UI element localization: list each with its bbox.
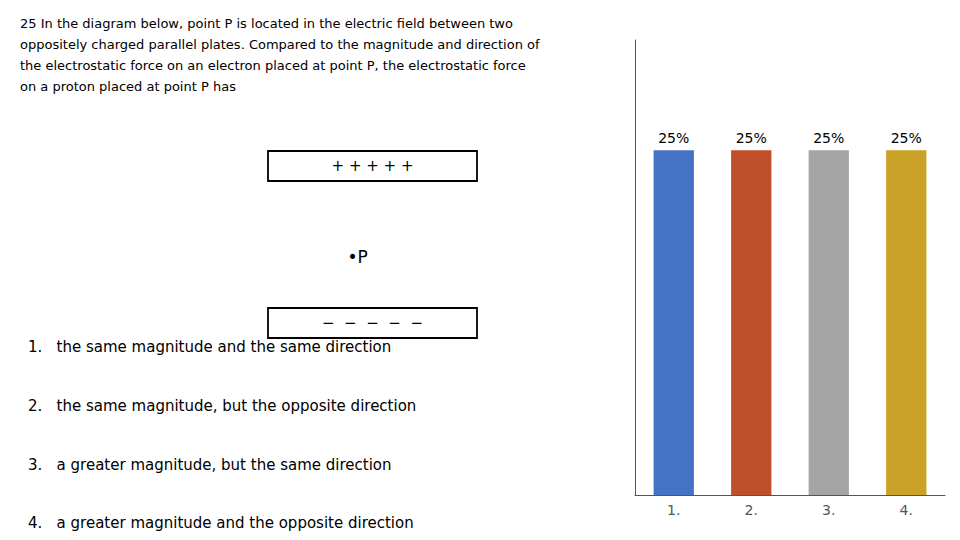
svg-text:25%: 25%: [891, 130, 922, 146]
svg-text:25%: 25%: [736, 130, 767, 146]
svg-text:4.: 4.: [900, 502, 913, 518]
svg-text:1. the same magnitude and th: 1. the same magnitude and the same direc…: [28, 338, 391, 356]
svg-text:− − − − −: − − − − −: [322, 314, 423, 332]
svg-text:25 In the diagram below, point: 25 In the diagram below, point P is loca…: [20, 16, 513, 31]
svg-text:25%: 25%: [813, 130, 844, 146]
svg-text:+ + + + +: + + + + +: [332, 157, 414, 175]
svg-text:3. a greater magnitude, but: 3. a greater magnitude, but the same dir…: [28, 456, 392, 474]
svg-text:2.: 2.: [745, 502, 758, 518]
svg-text:25%: 25%: [658, 130, 689, 146]
svg-text:1.: 1.: [667, 502, 680, 518]
svg-text:oppositely charged parallel pl: oppositely charged parallel plates. Comp…: [20, 37, 540, 52]
svg-text:•P: •P: [347, 247, 367, 267]
svg-text:on a proton placed at point P: on a proton placed at point P has: [20, 79, 236, 94]
svg-text:the electrostatic force on an: the electrostatic force on an electron p…: [20, 58, 526, 73]
svg-text:4. a greater magnitude and t: 4. a greater magnitude and the opposite …: [28, 514, 414, 532]
svg-text:2. the same magnitude, but t: 2. the same magnitude, but the opposite …: [28, 397, 416, 415]
svg-text:3.: 3.: [822, 502, 835, 518]
